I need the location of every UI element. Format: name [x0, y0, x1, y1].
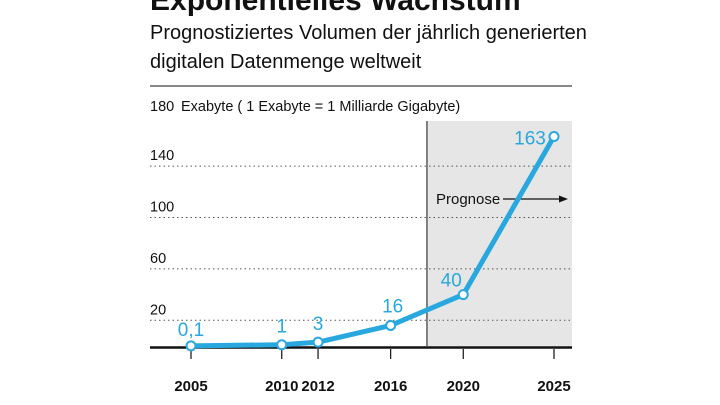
y-tick-label-180: 180 [150, 99, 174, 115]
x-tick-label-2010: 2010 [265, 378, 298, 395]
data-label-2005: 0,1 [178, 320, 204, 341]
data-point-2005 [185, 340, 197, 352]
data-label-2025: 163 [514, 129, 546, 150]
forecast-arrow-head [559, 195, 568, 203]
x-tick-label-2020: 2020 [447, 378, 480, 395]
grid-lines [150, 165, 572, 321]
data-label-2016: 16 [382, 296, 403, 317]
data-point-2020 [457, 289, 469, 301]
forecast-annotation: Prognose [436, 191, 568, 208]
y-axis-ticks: 20 60 100 140 180 [150, 99, 174, 318]
data-point-2016 [385, 319, 397, 331]
y-unit-label: Exabyte ( 1 Exabyte = 1 Milliarde Gigaby… [181, 99, 460, 115]
y-tick-label-100: 100 [150, 200, 174, 216]
y-tick-label-60: 60 [150, 251, 166, 267]
data-label-2020: 40 [441, 271, 462, 292]
data-point-2025 [548, 131, 560, 143]
chart-subtitle-line2: digitalen Datenmenge weltweit [150, 51, 422, 73]
x-axis-ticks: 2005 2010 2012 2016 2020 2025 [174, 349, 571, 395]
series-line [188, 134, 557, 349]
y-tick-label-140: 140 [150, 148, 174, 164]
x-tick-label-2012: 2012 [301, 378, 334, 395]
data-labels: 0,1 1 3 16 40 163 [178, 129, 546, 341]
x-tick-label-2025: 2025 [537, 378, 570, 395]
data-label-2012: 3 [313, 314, 324, 335]
x-tick-label-2016: 2016 [374, 378, 407, 395]
data-points [185, 131, 560, 352]
forecast-label: Prognose [436, 191, 500, 208]
data-point-2012 [312, 336, 324, 348]
data-point-2010 [276, 339, 288, 351]
chart-title: Exponentielles Wachstum [150, 0, 521, 17]
data-label-2010: 1 [276, 317, 287, 338]
chart-subtitle-line1: Prognostiziertes Volumen der jährlich ge… [150, 22, 587, 44]
x-tick-label-2005: 2005 [174, 378, 207, 395]
y-tick-label-20: 20 [150, 302, 166, 318]
